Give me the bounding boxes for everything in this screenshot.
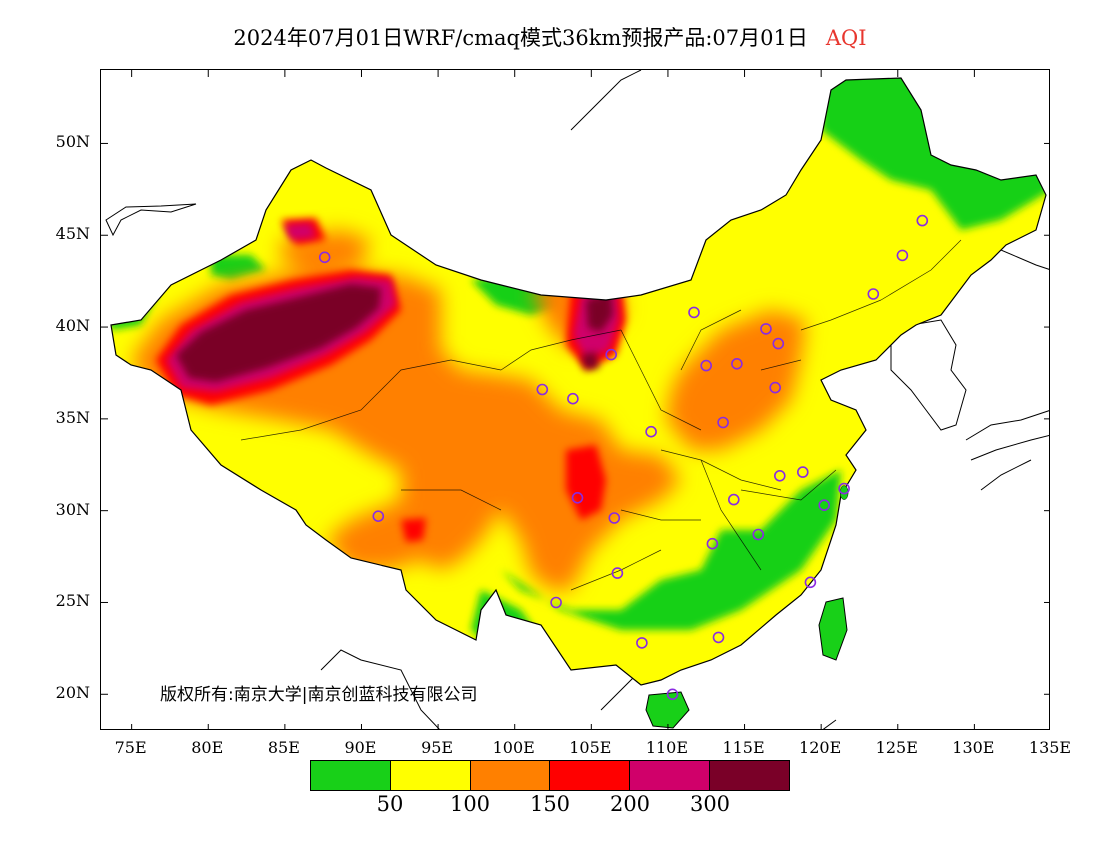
copyright-notice: 版权所有:南京大学|南京创蓝科技有限公司 — [160, 685, 478, 705]
aqi-layer-hazardous — [176, 284, 613, 382]
station-marker — [372, 510, 385, 523]
station-marker — [318, 251, 331, 264]
station-marker — [916, 214, 929, 227]
station-marker — [727, 493, 740, 506]
latitude-tick-label: 45N — [55, 224, 90, 244]
longitude-tick-label: 90E — [344, 738, 377, 757]
station-marker — [571, 491, 584, 504]
balkhash-outline — [105, 203, 197, 237]
korea-outline — [890, 319, 967, 431]
station-marker — [717, 416, 729, 429]
station-marker — [896, 249, 909, 262]
longitude-tick-label: 130E — [952, 738, 995, 757]
legend-color-bin — [630, 761, 711, 790]
longitude-tick-label: 75E — [114, 738, 147, 757]
station-marker — [867, 288, 880, 300]
station-marker — [731, 357, 743, 370]
tarim-hazardous-zone — [176, 284, 381, 382]
title-variable: AQI — [825, 26, 867, 50]
longitude-tick-label: 80E — [191, 738, 224, 757]
taiwan-island — [818, 597, 848, 661]
station-marker — [605, 348, 618, 361]
station-marker — [550, 596, 562, 609]
title-main: 2024年07月01日WRF/cmaq模式36km预报产品:07月01日 — [233, 26, 808, 50]
station-marker — [645, 425, 657, 438]
legend-color-bin — [710, 761, 789, 790]
legend-tick-label: 100 — [449, 792, 491, 816]
latitude-tick-label: 20N — [55, 683, 90, 703]
sichuan-unhealthy-zone — [566, 445, 606, 520]
station-marker — [706, 537, 719, 550]
station-marker — [666, 688, 679, 701]
longitude-tick-label: 85E — [267, 738, 300, 757]
alxa-hazardous-zone — [586, 292, 613, 332]
hainan-island — [645, 691, 690, 729]
station-marker — [772, 337, 785, 350]
map-frame — [100, 69, 1050, 730]
station-marker — [536, 383, 549, 396]
aqi-fill-layers — [111, 78, 1046, 685]
station-marker — [752, 528, 765, 541]
longitude-tick-label: 115E — [722, 738, 765, 757]
map-title: 2024年07月01日WRF/cmaq模式36km预报产品:07月01日 AQI — [0, 22, 1100, 52]
longitude-tick-label: 105E — [569, 738, 612, 757]
station-marker — [700, 359, 713, 372]
legend-color-bin — [550, 761, 631, 790]
station-marker — [688, 306, 700, 319]
legend-tick-label: 200 — [609, 792, 651, 816]
longitude-tick-label: 100E — [492, 738, 535, 757]
station-marker — [760, 323, 772, 335]
legend-color-bin — [470, 761, 551, 790]
latitude-tick-label: 35N — [55, 407, 90, 427]
coastline-north — [570, 70, 642, 131]
station-marker — [567, 392, 579, 405]
south-good-zone — [501, 470, 841, 630]
longitude-tick-label: 125E — [875, 738, 918, 757]
latitude-tick-label: 25N — [55, 591, 90, 611]
legend-tick-label: 300 — [689, 792, 731, 816]
station-marker — [712, 631, 725, 644]
station-marker — [608, 512, 621, 524]
legend-color-bin — [390, 761, 471, 790]
station-marker — [769, 381, 782, 394]
color-legend — [310, 760, 790, 791]
station-marker — [796, 466, 809, 478]
dzungaria-very-unhealthy-zone — [284, 223, 316, 240]
longitude-tick-label: 95E — [421, 738, 454, 757]
longitude-tick-label: 135E — [1028, 738, 1072, 757]
japan-outline — [965, 410, 1049, 491]
tibet-unhealthy-zone — [401, 518, 426, 542]
ningxia-hazardous-zone — [581, 352, 599, 370]
aqi-map — [101, 70, 1049, 729]
station-marker — [773, 469, 786, 482]
latitude-tick-label: 50N — [55, 132, 90, 152]
station-marker — [838, 482, 850, 495]
china-border — [110, 77, 1047, 686]
station-marker — [818, 499, 831, 512]
north-china-plain-moderate-zone — [666, 310, 806, 450]
legend-tick-label: 150 — [529, 792, 571, 816]
latitude-tick-label: 40N — [55, 316, 90, 336]
legend-color-bin — [311, 761, 391, 790]
station-marker — [611, 567, 624, 579]
tianshan-good-zone — [211, 255, 266, 280]
longitude-tick-label: 120E — [799, 738, 842, 757]
longitude-tick-label: 110E — [645, 738, 689, 757]
station-marker — [804, 576, 817, 589]
legend-tick-label: 50 — [376, 792, 404, 816]
latitude-tick-label: 30N — [55, 499, 90, 519]
station-marker — [636, 637, 648, 649]
